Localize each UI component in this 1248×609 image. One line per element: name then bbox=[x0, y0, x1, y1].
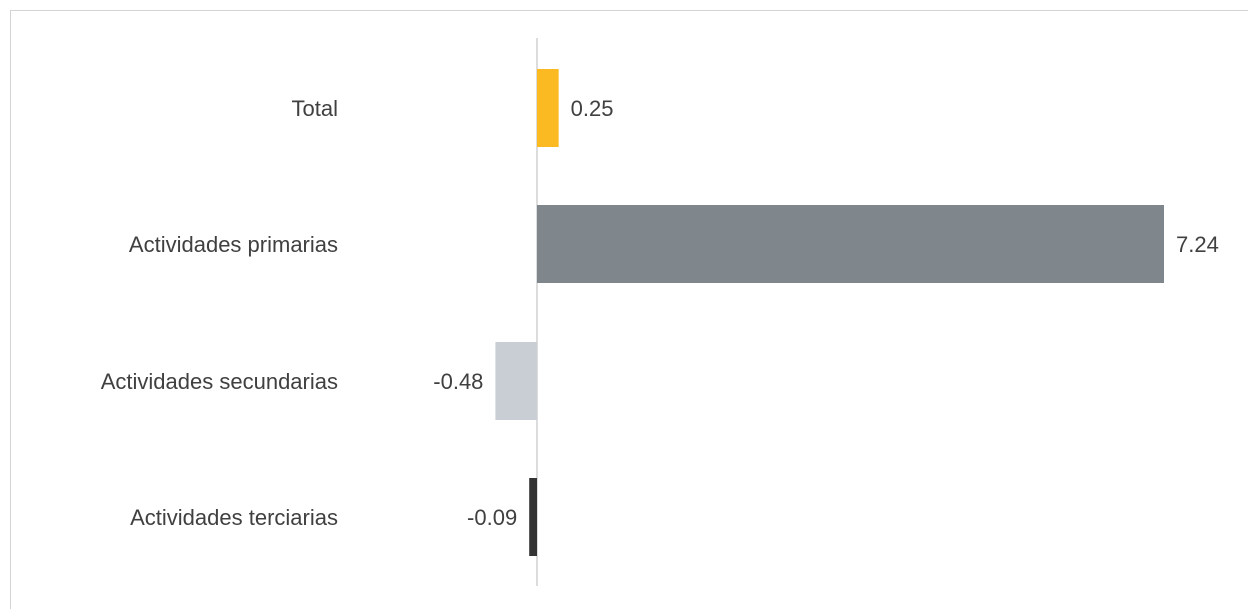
bar-actividades-terciarias bbox=[529, 478, 537, 556]
value-labels-group: 0.25 7.24 -0.48 -0.09 bbox=[433, 96, 1219, 530]
bars-group bbox=[495, 69, 1164, 556]
category-label-actividades-primarias: Actividades primarias bbox=[129, 232, 338, 257]
category-label-actividades-secundarias: Actividades secundarias bbox=[101, 369, 338, 394]
chart-frame bbox=[10, 10, 1248, 609]
value-label-actividades-primarias: 7.24 bbox=[1176, 232, 1219, 257]
bar-actividades-primarias bbox=[537, 205, 1164, 283]
value-label-total: 0.25 bbox=[571, 96, 614, 121]
value-label-actividades-secundarias: -0.48 bbox=[433, 369, 483, 394]
value-label-actividades-terciarias: -0.09 bbox=[467, 505, 517, 530]
category-label-total: Total bbox=[292, 96, 338, 121]
category-labels-group: Total Actividades primarias Actividades se… bbox=[101, 96, 338, 530]
bar-actividades-secundarias bbox=[495, 342, 537, 420]
category-label-actividades-terciarias: Actividades terciarias bbox=[130, 505, 338, 530]
bar-total bbox=[537, 69, 559, 147]
